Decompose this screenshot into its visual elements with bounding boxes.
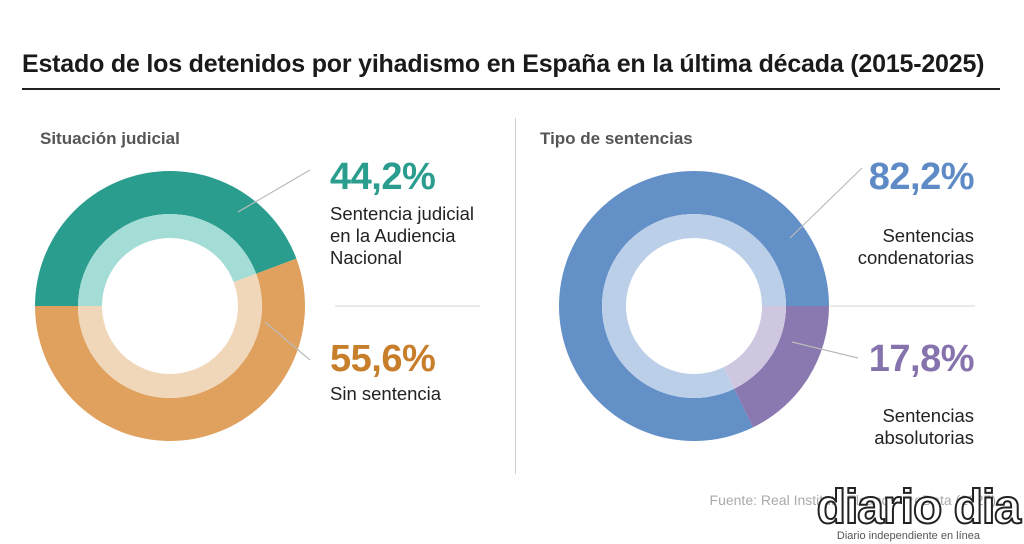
data-label-sentencia-pct: 44,2%	[330, 156, 436, 198]
source-note: Fuente: Real Instituto Elcano - ☆oData (…	[709, 492, 996, 508]
data-label-absolutorias-pct: 17,8%	[868, 338, 975, 380]
panel-divider	[515, 118, 516, 474]
data-label-condenatorias-pct: 82,2%	[868, 156, 975, 198]
leader-line-sentencia	[237, 169, 311, 213]
slice-condenatorias-outer	[559, 171, 829, 441]
brand-watermark: diario dia Diario independiente en línea	[800, 480, 1022, 544]
slice-sentencia-judicial-outer	[35, 171, 297, 306]
data-label-sin-sentencia-text: Sin sentencia	[330, 383, 442, 404]
absolutorias-text: Sentencias absolutorias	[874, 405, 974, 448]
panel-title-situacion: Situación judicial	[40, 129, 180, 148]
leader-line-condenatorias	[789, 167, 863, 239]
slice-sin-sentencia-outer	[35, 258, 306, 441]
slice-sin-sentencia-inner	[78, 273, 262, 398]
data-label-absolutorias-text: Sentencias absolutorias	[760, 383, 974, 449]
panel-title-tipo: Tipo de sentencias	[540, 129, 693, 148]
data-label-sin-sentencia-pct: 55,6%	[330, 338, 436, 380]
brand-tagline: Diario independiente en línea	[836, 530, 980, 542]
brand-logo: diario dia	[816, 480, 1022, 535]
data-label-sentencia-text: Sentencia judicial en la Audiencia Nacio…	[330, 203, 474, 268]
slice-absolutorias-inner	[723, 306, 786, 389]
leader-line-sin-sentencia	[264, 321, 311, 361]
slice-sentencia-judicial-inner	[78, 213, 257, 306]
title-rule	[22, 88, 1000, 90]
slice-absolutorias-outer	[734, 306, 829, 428]
leader-line-absolutorias	[791, 341, 859, 359]
condenatorias-text: Sentencias condenatorias	[857, 225, 974, 268]
chart-title: Estado de los detenidos por yihadismo en…	[22, 50, 985, 78]
data-label-condenatorias-text: Sentencias condenatorias	[760, 203, 974, 269]
